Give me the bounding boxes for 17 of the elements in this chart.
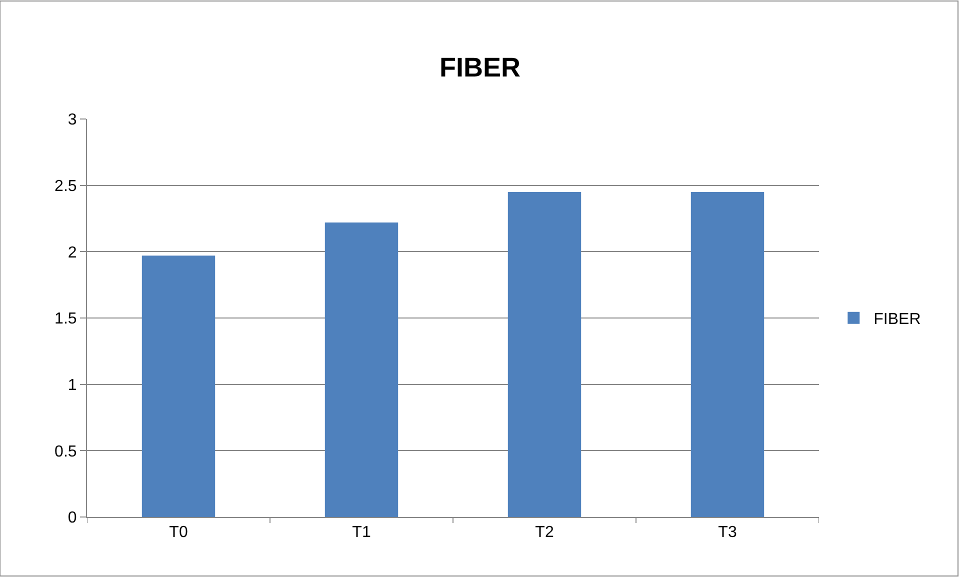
y-tick-label: 2.5 bbox=[54, 178, 77, 195]
y-tick-label: 1.5 bbox=[54, 310, 77, 328]
x-tick-label: T0 bbox=[169, 524, 188, 542]
x-tick-label: T2 bbox=[535, 524, 554, 542]
y-tick-label: 0.5 bbox=[54, 443, 77, 460]
bar bbox=[690, 192, 764, 517]
bar bbox=[324, 222, 398, 517]
y-tick-label: 3 bbox=[68, 112, 77, 129]
bar bbox=[508, 192, 582, 517]
chart-title: FIBER bbox=[440, 52, 520, 83]
legend-label: FIBER bbox=[874, 311, 921, 328]
x-tick-label: T3 bbox=[718, 524, 737, 542]
y-tick-label: 2 bbox=[68, 244, 77, 262]
bar bbox=[142, 256, 216, 517]
y-tick-label: 0 bbox=[68, 510, 77, 527]
x-tick-label: T1 bbox=[352, 524, 371, 542]
y-tick-label: 1 bbox=[68, 376, 77, 394]
